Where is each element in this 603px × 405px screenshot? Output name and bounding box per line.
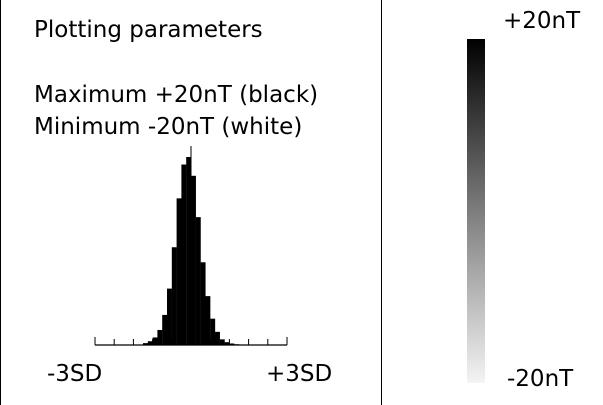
color-scale-min-label: -20nT bbox=[507, 366, 574, 392]
histogram-bar bbox=[171, 247, 177, 345]
histogram-bar bbox=[224, 342, 230, 345]
plotting-parameters-panel: Plotting parameters Maximum +20nT (black… bbox=[0, 0, 382, 405]
minimum-parameter-text: Minimum -20nT (white) bbox=[34, 114, 303, 140]
histogram-bars bbox=[143, 157, 240, 345]
histogram-bar bbox=[215, 331, 220, 345]
histogram bbox=[94, 146, 288, 346]
histogram-min-label: -3SD bbox=[47, 361, 103, 387]
histogram-bar bbox=[219, 339, 225, 345]
histogram-bar bbox=[229, 343, 235, 345]
histogram-bar bbox=[205, 296, 211, 345]
histogram-bar bbox=[147, 341, 153, 345]
histogram-bar bbox=[181, 164, 187, 345]
histogram-bar bbox=[157, 329, 163, 345]
panel-title: Plotting parameters bbox=[34, 17, 263, 43]
histogram-bar bbox=[186, 157, 192, 345]
histogram-bar bbox=[195, 217, 201, 345]
histogram-bar bbox=[152, 337, 158, 345]
histogram-max-label: +3SD bbox=[266, 361, 333, 387]
histogram-bar bbox=[143, 343, 148, 345]
histogram-bar bbox=[191, 175, 196, 345]
maximum-parameter-text: Maximum +20nT (black) bbox=[34, 82, 319, 108]
color-scale-max-label: +20nT bbox=[503, 8, 581, 34]
histogram-bar bbox=[176, 198, 182, 345]
histogram-bar bbox=[200, 262, 206, 345]
histogram-bar bbox=[162, 314, 168, 345]
histogram-bar bbox=[167, 288, 172, 345]
color-scale-bar bbox=[467, 39, 485, 383]
histogram-bar bbox=[210, 318, 216, 345]
